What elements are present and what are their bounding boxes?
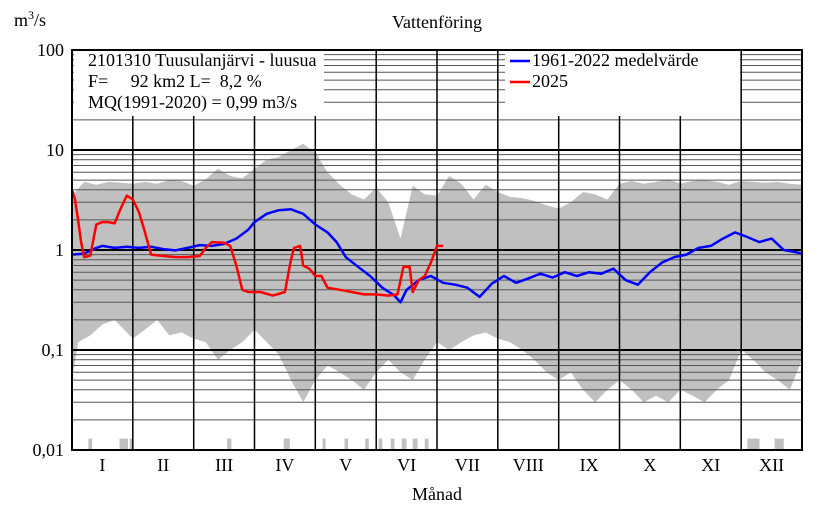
legend: 1961-2022 medelvärde 2025 (505, 50, 740, 116)
y-tick-label: 0,1 (42, 340, 65, 360)
range-band-dropout (424, 438, 429, 450)
range-band-dropout (747, 438, 760, 450)
y-tick-label: 1 (55, 240, 64, 260)
range-band-dropout (344, 438, 349, 450)
range-band-dropout (283, 438, 290, 450)
y-axis-label: m3/s (14, 8, 46, 30)
month-labels: I II III IV V VI VII VIII IX X XI XII (99, 455, 784, 475)
range-band-dropout (322, 438, 326, 450)
range-band-dropout (390, 438, 395, 450)
plot-frame (71, 49, 803, 451)
legend-label-mean: 1961-2022 medelvärde (532, 50, 698, 70)
series-line-2025 (70, 189, 444, 297)
series-line-mean (71, 208, 803, 304)
y-tick-label: 0,01 (33, 440, 65, 460)
x-axis-label: Månad (412, 484, 462, 504)
area-text: F= 92 km2 L= 8,2 % (88, 71, 262, 91)
month-label: XI (701, 455, 720, 475)
chart-title: Vattenföring (392, 12, 482, 32)
y-tick-label: 10 (46, 140, 64, 160)
station-name: 2101310 Tuusulanjärvi - luusua (88, 50, 317, 70)
month-label: VII (455, 455, 480, 475)
month-label: VIII (513, 455, 544, 475)
range-band-dropout (378, 438, 383, 450)
month-label: II (157, 455, 169, 475)
range-band-dropout (227, 438, 232, 450)
range-band-dropout (401, 438, 407, 450)
range-band-dropout (412, 438, 418, 450)
month-label: I (99, 455, 105, 475)
month-label: X (643, 455, 656, 475)
y-tick-labels: 100 10 1 0,1 0,01 (33, 40, 65, 460)
legend-label-2025: 2025 (532, 71, 568, 91)
mq-text: MQ(1991-2020) = 0,99 m3/s (88, 92, 297, 113)
range-band-dropout (129, 438, 133, 450)
month-label: III (215, 455, 233, 475)
y-tick-label: 100 (37, 40, 64, 60)
range-band-dropout (119, 438, 128, 450)
range-band-dropout (88, 438, 93, 450)
month-label: IV (275, 455, 294, 475)
plot-border (71, 49, 803, 451)
range-band-dropout (365, 438, 369, 450)
info-box: 2101310 Tuusulanjärvi - luusua F= 92 km2… (74, 50, 324, 116)
series-lines (70, 189, 803, 304)
month-label: XII (759, 455, 784, 475)
month-label: V (339, 455, 352, 475)
month-label: IX (580, 455, 599, 475)
range-band-dropout (774, 438, 784, 450)
month-label: VI (397, 455, 416, 475)
